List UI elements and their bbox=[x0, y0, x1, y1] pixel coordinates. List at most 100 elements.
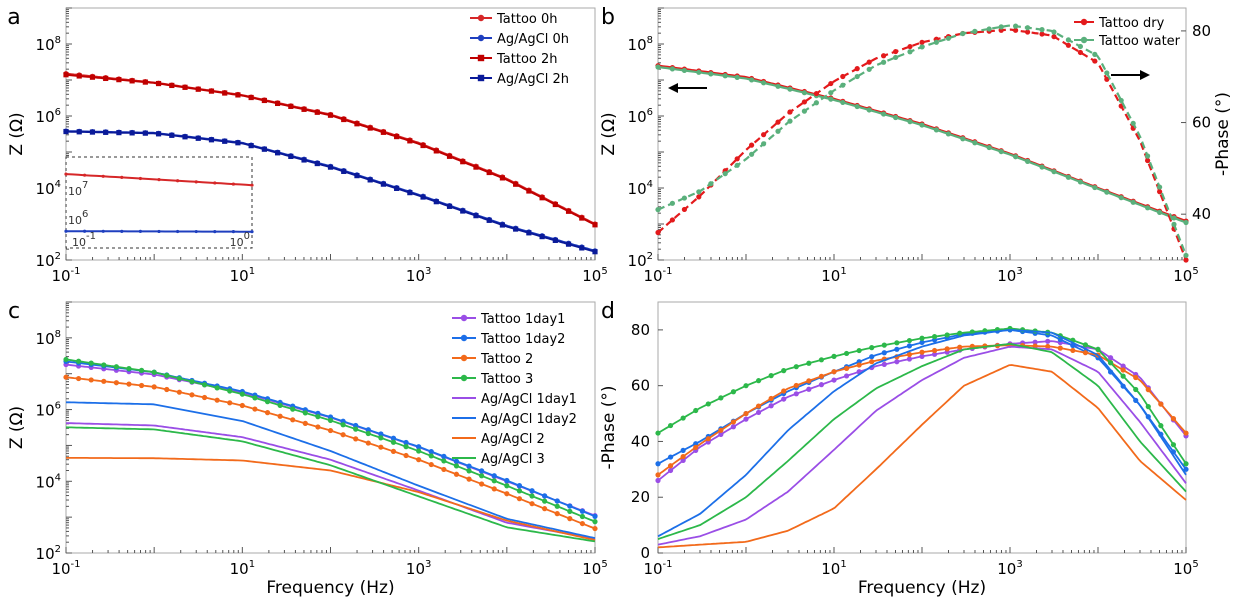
data-marker bbox=[919, 39, 925, 45]
x-tick-label: 103 bbox=[997, 559, 1022, 578]
data-marker bbox=[705, 436, 711, 442]
data-marker bbox=[433, 148, 439, 154]
data-marker bbox=[919, 349, 925, 355]
data-marker bbox=[554, 511, 560, 517]
data-marker bbox=[499, 222, 506, 228]
data-marker bbox=[843, 373, 850, 379]
x-tick-label: 103 bbox=[406, 266, 431, 285]
series-line bbox=[66, 457, 596, 541]
data-marker bbox=[986, 26, 992, 32]
data-marker bbox=[907, 49, 913, 55]
data-marker bbox=[761, 132, 767, 138]
data-marker bbox=[931, 351, 938, 357]
data-marker bbox=[63, 356, 69, 363]
data-marker bbox=[195, 135, 201, 141]
y-right-tick-label: 60 bbox=[1192, 114, 1211, 132]
data-marker bbox=[567, 503, 573, 509]
series-line bbox=[657, 340, 1187, 482]
data-marker bbox=[761, 80, 767, 86]
data-marker bbox=[222, 90, 228, 96]
data-marker bbox=[189, 392, 195, 398]
inset-marker bbox=[64, 172, 68, 176]
data-marker bbox=[696, 69, 702, 75]
data-marker bbox=[504, 477, 510, 484]
data-marker bbox=[1039, 31, 1045, 37]
data-marker bbox=[466, 476, 472, 482]
y-tick-label: 106 bbox=[36, 401, 61, 420]
data-marker bbox=[667, 463, 674, 469]
data-marker bbox=[453, 463, 460, 469]
inset-marker bbox=[157, 229, 161, 234]
inset-marker bbox=[213, 181, 217, 185]
data-marker bbox=[743, 383, 749, 389]
data-marker bbox=[367, 125, 373, 131]
data-marker bbox=[793, 382, 799, 389]
data-marker bbox=[504, 483, 510, 489]
data-marker bbox=[477, 34, 485, 42]
x-tick-label: 10-1 bbox=[51, 559, 80, 578]
data-marker bbox=[655, 430, 661, 436]
data-marker bbox=[1171, 221, 1177, 227]
data-marker bbox=[749, 151, 755, 157]
data-marker bbox=[1057, 345, 1063, 351]
data-marker bbox=[831, 353, 837, 359]
data-marker bbox=[129, 130, 135, 136]
data-marker bbox=[828, 80, 834, 87]
data-marker bbox=[479, 473, 485, 479]
data-marker bbox=[787, 109, 793, 115]
right-arrow-icon bbox=[1140, 70, 1150, 80]
data-marker bbox=[696, 194, 702, 200]
data-marker bbox=[722, 171, 728, 177]
data-marker bbox=[113, 364, 119, 370]
data-marker bbox=[894, 346, 900, 352]
data-marker bbox=[667, 467, 674, 474]
data-marker bbox=[696, 189, 702, 195]
inset-marker bbox=[194, 229, 198, 234]
data-marker bbox=[403, 439, 409, 446]
data-marker bbox=[235, 92, 241, 98]
data-marker bbox=[208, 137, 215, 143]
data-marker bbox=[126, 365, 132, 372]
x-tick-label: 105 bbox=[1173, 266, 1198, 285]
data-marker bbox=[734, 74, 740, 80]
data-marker bbox=[667, 422, 674, 429]
data-marker bbox=[818, 382, 825, 388]
data-marker bbox=[1157, 189, 1163, 195]
data-marker bbox=[1145, 153, 1151, 159]
data-marker bbox=[1095, 346, 1101, 353]
data-marker bbox=[680, 415, 686, 421]
data-marker bbox=[473, 213, 479, 219]
data-marker bbox=[1133, 386, 1139, 393]
data-marker bbox=[116, 130, 122, 136]
data-marker bbox=[176, 375, 182, 382]
data-marker bbox=[1158, 423, 1164, 429]
data-marker bbox=[655, 461, 661, 467]
data-marker bbox=[164, 386, 170, 393]
inset-marker bbox=[231, 182, 235, 186]
x-tick-label: 10-1 bbox=[643, 559, 672, 578]
data-marker bbox=[486, 169, 492, 176]
data-marker bbox=[169, 132, 175, 138]
data-marker bbox=[155, 131, 162, 137]
data-marker bbox=[1039, 27, 1045, 33]
data-marker bbox=[592, 519, 598, 525]
data-marker bbox=[460, 314, 468, 322]
data-marker bbox=[761, 141, 767, 147]
inset-marker bbox=[120, 175, 124, 180]
data-marker bbox=[516, 488, 523, 494]
y-axis-label: -Phase (°) bbox=[599, 385, 619, 469]
inset-x-tick-label: 100 bbox=[230, 231, 250, 249]
data-marker bbox=[655, 229, 661, 236]
data-marker bbox=[743, 410, 749, 417]
data-marker bbox=[63, 72, 69, 78]
inset-marker bbox=[64, 229, 68, 233]
data-marker bbox=[542, 498, 548, 504]
data-marker bbox=[1077, 49, 1083, 56]
data-marker bbox=[906, 337, 913, 344]
data-marker bbox=[768, 403, 774, 409]
data-marker bbox=[1051, 29, 1057, 35]
series-line bbox=[657, 345, 1187, 546]
data-marker bbox=[542, 506, 548, 512]
y-tick-label: 102 bbox=[36, 251, 61, 270]
inset-marker bbox=[194, 180, 198, 184]
